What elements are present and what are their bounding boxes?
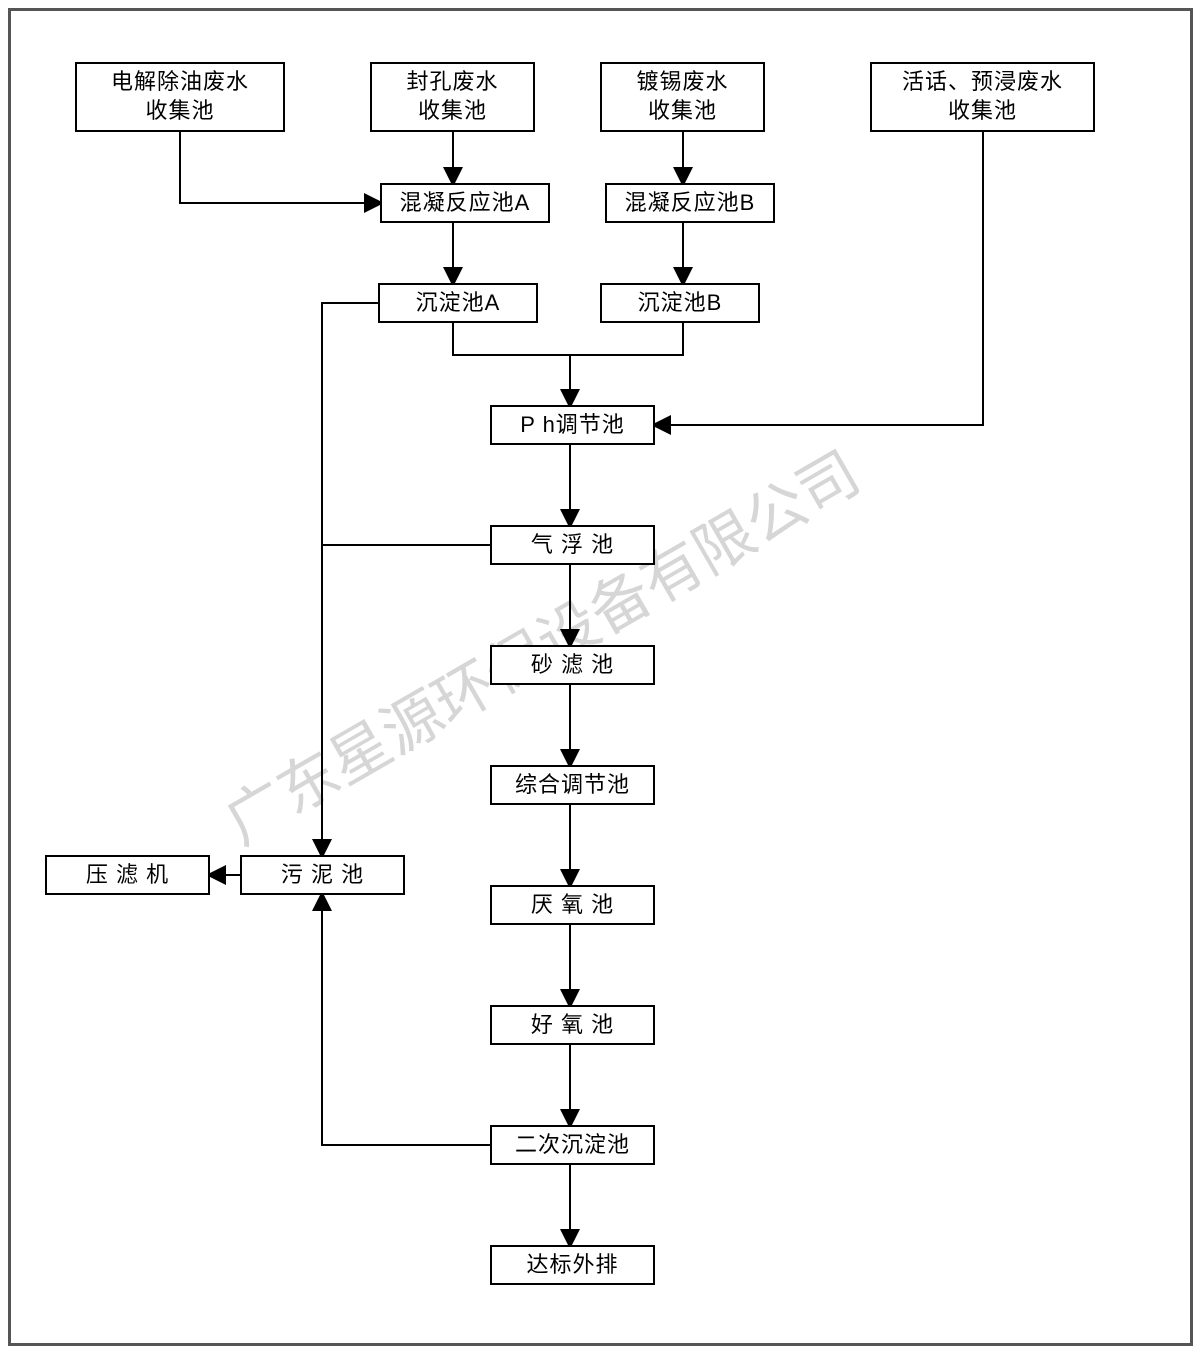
node-n10: 气 浮 池: [490, 525, 655, 565]
node-n6: 混凝反应池B: [605, 183, 775, 223]
node-n15: 二次沉淀池: [490, 1125, 655, 1165]
node-n2: 封孔废水 收集池: [370, 62, 535, 132]
node-n14: 好 氧 池: [490, 1005, 655, 1045]
node-n1: 电解除油废水 收集池: [75, 62, 285, 132]
node-n17: 污 泥 池: [240, 855, 405, 895]
node-n12: 综合调节池: [490, 765, 655, 805]
node-n9: P h调节池: [490, 405, 655, 445]
node-n16: 达标外排: [490, 1245, 655, 1285]
node-n3: 镀锡废水 收集池: [600, 62, 765, 132]
node-n13: 厌 氧 池: [490, 885, 655, 925]
node-n11: 砂 滤 池: [490, 645, 655, 685]
node-n7: 沉淀池A: [378, 283, 538, 323]
node-n8: 沉淀池B: [600, 283, 760, 323]
node-n4: 活话、预浸废水 收集池: [870, 62, 1095, 132]
node-n18: 压 滤 机: [45, 855, 210, 895]
node-n5: 混凝反应池A: [380, 183, 550, 223]
diagram-frame: 广东星源环保设备有限公司 电解除油废水 收集池封孔废水 收集池镀锡废水 收集池活…: [0, 0, 1201, 1354]
